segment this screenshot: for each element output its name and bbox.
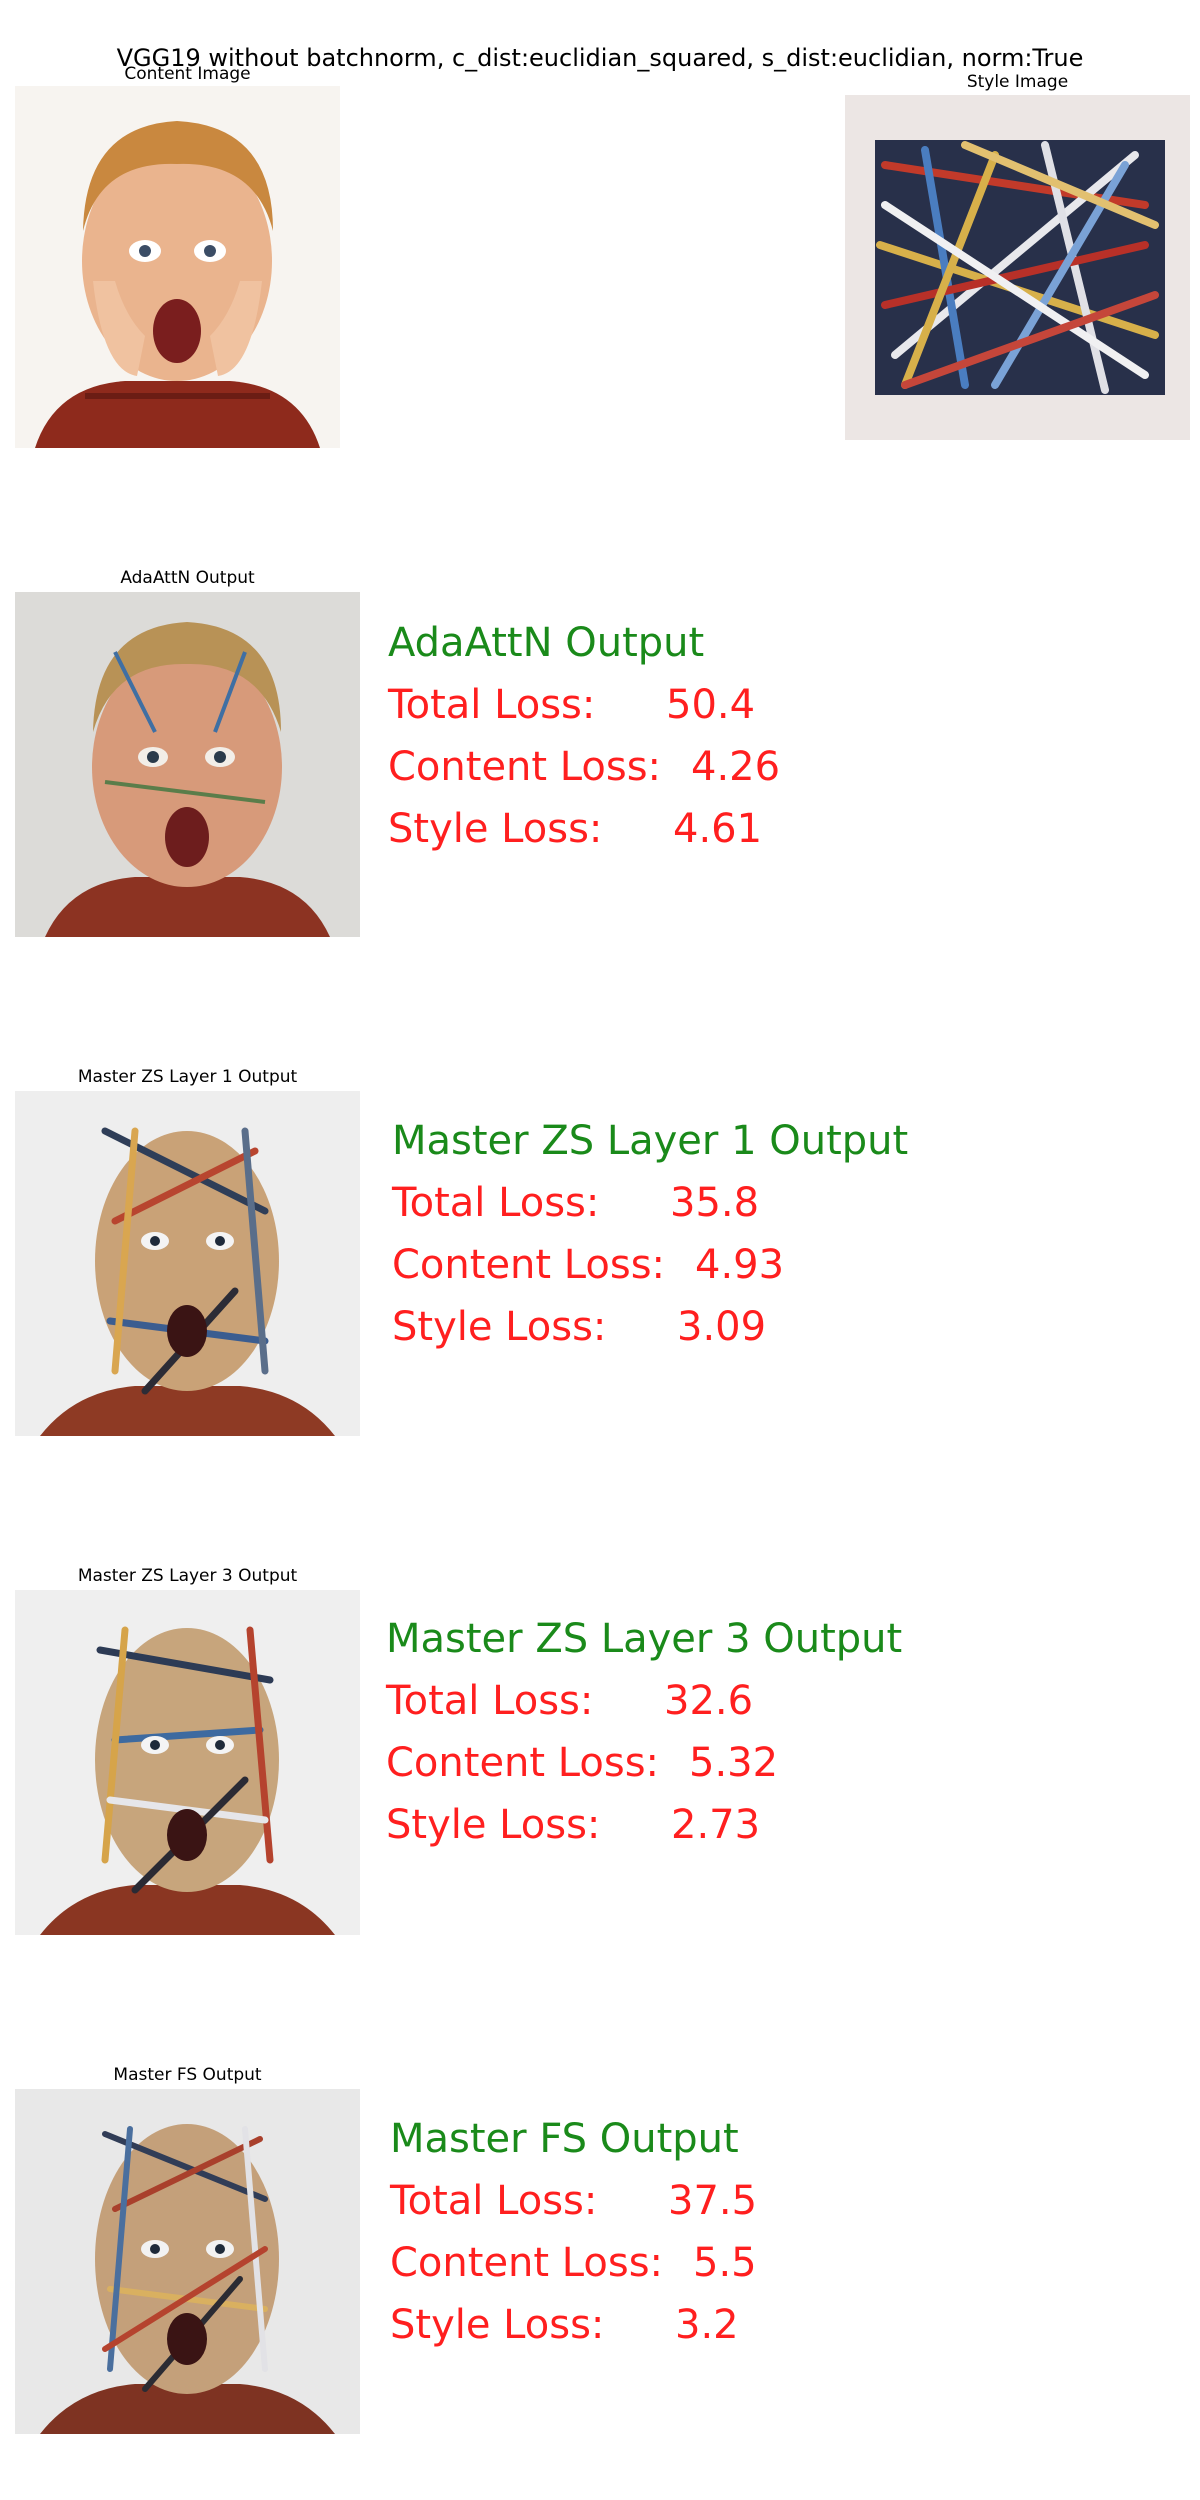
style-loss-label: Style Loss: xyxy=(388,806,603,852)
output-heading: Master ZS Layer 1 Output xyxy=(392,1118,909,1164)
content-loss-label: Content Loss: xyxy=(390,2240,664,2286)
style-loss-label: Style Loss: xyxy=(392,1304,607,1350)
total-loss-label: Total Loss: xyxy=(392,1180,600,1226)
content-loss-value: 4.26 xyxy=(691,744,781,790)
style-loss-row: Style Loss: 4.61 xyxy=(388,806,762,852)
content-loss-row: Content Loss: 5.5 xyxy=(390,2240,757,2286)
style-loss-value: 3.2 xyxy=(675,2302,739,2348)
output-heading: Master FS Output xyxy=(390,2116,739,2162)
total-loss-label: Total Loss: xyxy=(386,1678,594,1724)
total-loss-row: Total Loss: 37.5 xyxy=(390,2178,757,2224)
style-loss-value: 3.09 xyxy=(677,1304,767,1350)
content-image xyxy=(15,86,340,448)
total-loss-value: 35.8 xyxy=(670,1180,760,1226)
content-image-caption: Content Image xyxy=(124,64,251,84)
total-loss-value: 37.5 xyxy=(668,2178,758,2224)
content-loss-value: 5.5 xyxy=(693,2240,757,2286)
output-heading: Master ZS Layer 3 Output xyxy=(386,1616,903,1662)
output-results: AdaAttN Output Total Loss: 50.4 Content L… xyxy=(388,620,780,852)
output-heading: AdaAttN Output xyxy=(388,620,705,666)
total-loss-label: Total Loss: xyxy=(388,682,596,728)
style-loss-value: 4.61 xyxy=(673,806,763,852)
output-image xyxy=(15,2089,360,2434)
content-loss-value: 4.93 xyxy=(695,1242,785,1288)
style-image-caption: Style Image xyxy=(966,72,1069,92)
output-image xyxy=(15,1590,360,1935)
content-loss-row: Content Loss: 4.26 xyxy=(388,744,780,790)
output-image xyxy=(15,1091,360,1436)
style-loss-row: Style Loss: 3.2 xyxy=(390,2302,739,2348)
output-image xyxy=(15,592,360,937)
content-loss-row: Content Loss: 5.32 xyxy=(386,1740,902,1786)
content-loss-row: Content Loss: 4.93 xyxy=(392,1242,908,1288)
output-results: Master FS Output Total Loss: 37.5 Content… xyxy=(390,2116,757,2348)
output-results: Master ZS Layer 1 Output Total Loss: 35.8… xyxy=(392,1118,908,1350)
style-image xyxy=(845,95,1190,440)
content-loss-label: Content Loss: xyxy=(392,1242,666,1288)
content-loss-label: Content Loss: xyxy=(388,744,662,790)
total-loss-row: Total Loss: 35.8 xyxy=(392,1180,908,1226)
style-loss-row: Style Loss: 3.09 xyxy=(392,1304,908,1350)
total-loss-row: Total Loss: 50.4 xyxy=(388,682,755,728)
output-caption: Master ZS Layer 3 Output xyxy=(77,1566,298,1586)
style-loss-label: Style Loss: xyxy=(390,2302,605,2348)
figure-title: VGG19 without batchnorm, c_dist:euclidia… xyxy=(116,44,1084,72)
total-loss-row: Total Loss: 32.6 xyxy=(386,1678,902,1724)
style-loss-value: 2.73 xyxy=(671,1802,761,1848)
output-caption: AdaAttN Output xyxy=(120,568,255,588)
total-loss-label: Total Loss: xyxy=(390,2178,598,2224)
output-results: Master ZS Layer 3 Output Total Loss: 32.6… xyxy=(386,1616,902,1848)
output-caption: Master ZS Layer 1 Output xyxy=(77,1067,298,1087)
output-caption: Master FS Output xyxy=(113,2065,262,2085)
style-loss-label: Style Loss: xyxy=(386,1802,601,1848)
style-loss-row: Style Loss: 2.73 xyxy=(386,1802,902,1848)
total-loss-value: 50.4 xyxy=(666,682,756,728)
total-loss-value: 32.6 xyxy=(664,1678,754,1724)
content-loss-label: Content Loss: xyxy=(386,1740,660,1786)
content-loss-value: 5.32 xyxy=(689,1740,779,1786)
